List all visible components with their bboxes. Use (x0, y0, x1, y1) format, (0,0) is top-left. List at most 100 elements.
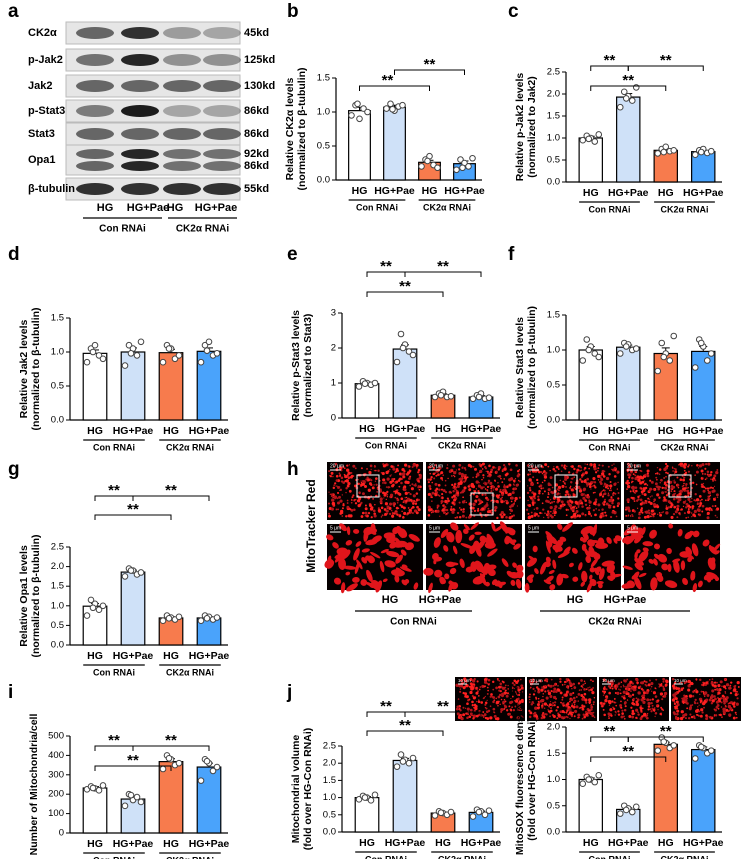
mito-signal (564, 478, 567, 481)
mito-signal (594, 697, 595, 698)
data-point (138, 799, 144, 805)
mito-signal (614, 493, 616, 495)
mito-signal (561, 464, 563, 466)
mito-signal (709, 679, 710, 680)
mito-signal (347, 465, 349, 467)
mito-signal (530, 688, 531, 689)
mito-signal (500, 489, 502, 491)
mito-signal (653, 691, 656, 694)
mito-signal (738, 686, 740, 688)
mito-signal (416, 467, 418, 469)
mito-signal (598, 479, 599, 480)
mito-signal (537, 496, 539, 498)
data-point (160, 618, 166, 624)
mito-signal (593, 463, 596, 466)
x-tick-label: HG (422, 185, 438, 197)
mito-signal (699, 694, 700, 695)
mito-signal (584, 467, 586, 469)
mito-signal (586, 688, 588, 690)
bar (355, 798, 379, 832)
mito-signal (721, 686, 722, 687)
mito-signal (538, 492, 540, 494)
data-point (629, 809, 635, 815)
mito-signal (364, 485, 367, 488)
mito-signal (714, 478, 715, 479)
mito-signal (688, 464, 690, 466)
mito-signal (387, 486, 389, 488)
bar (579, 138, 602, 182)
data-point (584, 337, 590, 343)
mito-signal (468, 488, 471, 491)
mito-signal (341, 476, 344, 479)
mito-signal (703, 483, 704, 484)
mito-signal (628, 509, 631, 512)
mito-signal (582, 497, 585, 500)
mito-signal (646, 717, 648, 719)
mito-signal (503, 500, 505, 502)
mito-signal (733, 688, 736, 691)
mito-signal (392, 484, 395, 487)
mito-signal (579, 690, 580, 691)
mito-signal (429, 488, 431, 490)
mito-signal (490, 500, 491, 501)
mito-signal (684, 512, 686, 514)
panel-letter: c (508, 1, 519, 22)
mito-signal (710, 478, 712, 480)
mito-signal (330, 475, 332, 477)
mito-signal (604, 499, 606, 501)
significance-label: ** (380, 258, 392, 275)
mito-signal (589, 485, 592, 488)
bar (692, 351, 715, 420)
mito-signal (636, 681, 639, 684)
y-axis-label: Relative CK2α levels (284, 77, 296, 180)
mito-signal (382, 472, 385, 475)
mito-signal (549, 514, 552, 517)
mito-signal (581, 685, 583, 687)
significance-label: ** (399, 717, 411, 734)
mito-signal (631, 481, 633, 483)
mito-signal (701, 511, 703, 513)
mito-signal (501, 694, 504, 697)
blot-band (121, 105, 159, 117)
mito-signal (564, 684, 566, 686)
blot-band (121, 149, 159, 159)
mito-signal (623, 697, 626, 700)
mito-signal (368, 512, 370, 514)
mito-signal (553, 715, 556, 718)
mito-signal (413, 464, 416, 467)
mito-signal (683, 485, 684, 486)
mito-signal (492, 689, 494, 691)
mito-signal (331, 472, 334, 475)
mito-signal (608, 466, 610, 468)
mito-signal (644, 483, 646, 485)
mito-signal (366, 468, 368, 470)
mito-signal (373, 484, 375, 486)
mito-signal (625, 509, 627, 511)
mito-signal (707, 694, 710, 697)
mito-signal (497, 476, 499, 478)
mito-signal (493, 489, 494, 490)
mito-signal (707, 490, 709, 492)
mito-signal (707, 499, 709, 501)
data-point (661, 354, 667, 360)
mito-signal (563, 702, 564, 703)
mito-signal (549, 715, 551, 717)
mito-signal (616, 692, 619, 695)
mito-signal (584, 698, 587, 701)
mito-signal (485, 488, 487, 490)
mito-signal (715, 714, 717, 716)
y-tick-label: 0.0 (317, 175, 330, 186)
mito-signal (591, 691, 594, 694)
mito-signal (569, 707, 571, 709)
mito-signal (705, 499, 707, 501)
mito-signal (554, 704, 556, 706)
mito-signal (520, 679, 522, 681)
mito-signal (663, 687, 665, 689)
mito-signal (472, 503, 475, 506)
mito-signal (494, 712, 495, 713)
data-point (419, 164, 425, 170)
mito-signal (566, 704, 568, 706)
mito-signal (647, 498, 649, 500)
mito-signal (668, 500, 671, 503)
mito-signal (598, 509, 600, 511)
